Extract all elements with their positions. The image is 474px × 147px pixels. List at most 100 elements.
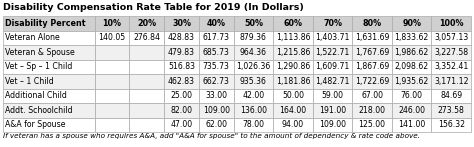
Text: 125.00: 125.00 (359, 120, 385, 129)
Bar (199, 117, 234, 132)
Bar (273, 30, 313, 45)
Bar (352, 74, 392, 88)
Bar (3, 16, 95, 30)
Bar (95, 30, 129, 45)
Text: 218.00: 218.00 (359, 106, 385, 115)
Bar (313, 88, 352, 103)
Text: Disability Percent: Disability Percent (5, 19, 85, 28)
Text: 1,767.69: 1,767.69 (355, 48, 389, 57)
Text: 141.00: 141.00 (398, 120, 425, 129)
Text: 273.58: 273.58 (438, 106, 465, 115)
Text: 40%: 40% (207, 19, 226, 28)
Bar (392, 117, 431, 132)
Text: 685.73: 685.73 (203, 48, 230, 57)
Text: 1,631.69: 1,631.69 (355, 33, 389, 42)
Bar (95, 103, 129, 117)
Text: 78.00: 78.00 (242, 120, 264, 129)
Bar (313, 74, 352, 88)
Bar (352, 45, 392, 60)
Bar (234, 30, 273, 45)
Bar (164, 117, 199, 132)
Text: 59.00: 59.00 (321, 91, 344, 100)
Text: Vet – 1 Child: Vet – 1 Child (5, 77, 54, 86)
Bar (273, 117, 313, 132)
Bar (164, 74, 199, 88)
Text: 1,403.71: 1,403.71 (315, 33, 350, 42)
Text: Additional Child: Additional Child (5, 91, 67, 100)
Bar (392, 88, 431, 103)
Bar (129, 30, 164, 45)
Bar (164, 16, 199, 30)
Text: 90%: 90% (402, 19, 421, 28)
Text: Disability Compensation Rate Table for 2019 (In Dollars): Disability Compensation Rate Table for 2… (3, 3, 304, 12)
Text: 60%: 60% (283, 19, 302, 28)
Bar (234, 16, 273, 30)
Bar (392, 45, 431, 60)
Bar (164, 60, 199, 74)
Bar (3, 74, 95, 88)
Text: A&A for Spouse: A&A for Spouse (5, 120, 65, 129)
Text: 47.00: 47.00 (171, 120, 192, 129)
Text: Veteran & Spouse: Veteran & Spouse (5, 48, 75, 57)
Bar (431, 74, 471, 88)
Bar (234, 117, 273, 132)
Text: 735.73: 735.73 (203, 62, 230, 71)
Bar (234, 45, 273, 60)
Text: 70%: 70% (323, 19, 342, 28)
Bar (199, 16, 234, 30)
Bar (3, 117, 95, 132)
Text: 109.00: 109.00 (319, 120, 346, 129)
Bar (431, 103, 471, 117)
Text: 3,227.58: 3,227.58 (434, 48, 468, 57)
Text: 109.00: 109.00 (203, 106, 230, 115)
Text: 62.00: 62.00 (205, 120, 227, 129)
Bar (95, 60, 129, 74)
Bar (129, 74, 164, 88)
Bar (234, 88, 273, 103)
Text: 140.05: 140.05 (99, 33, 126, 42)
Bar (313, 103, 352, 117)
Text: 1,609.71: 1,609.71 (315, 62, 350, 71)
Bar (129, 45, 164, 60)
Text: 3,171.12: 3,171.12 (434, 77, 468, 86)
Text: 156.32: 156.32 (438, 120, 465, 129)
Text: 1,722.69: 1,722.69 (355, 77, 389, 86)
Text: 30%: 30% (172, 19, 191, 28)
Text: 935.36: 935.36 (240, 77, 267, 86)
Bar (313, 60, 352, 74)
Bar (129, 16, 164, 30)
Bar (313, 45, 352, 60)
Text: 164.00: 164.00 (279, 106, 307, 115)
Text: Veteran Alone: Veteran Alone (5, 33, 60, 42)
Text: Addt. Schoolchild: Addt. Schoolchild (5, 106, 73, 115)
Text: 1,482.71: 1,482.71 (315, 77, 350, 86)
Text: 76.00: 76.00 (401, 91, 423, 100)
Bar (313, 30, 352, 45)
Bar (129, 117, 164, 132)
Text: 479.83: 479.83 (168, 48, 195, 57)
Bar (199, 88, 234, 103)
Text: 428.83: 428.83 (168, 33, 195, 42)
Bar (199, 30, 234, 45)
Bar (129, 60, 164, 74)
Bar (164, 88, 199, 103)
Bar (273, 88, 313, 103)
Text: 1,986.62: 1,986.62 (394, 48, 429, 57)
Bar (234, 60, 273, 74)
Bar (129, 88, 164, 103)
Bar (3, 30, 95, 45)
Text: 100%: 100% (439, 19, 464, 28)
Bar (313, 117, 352, 132)
Bar (199, 45, 234, 60)
Bar (234, 74, 273, 88)
Bar (234, 103, 273, 117)
Text: 662.73: 662.73 (203, 77, 230, 86)
Bar (273, 16, 313, 30)
Text: 42.00: 42.00 (242, 91, 264, 100)
Bar (199, 60, 234, 74)
Text: 82.00: 82.00 (171, 106, 192, 115)
Bar (273, 45, 313, 60)
Bar (164, 45, 199, 60)
Text: 80%: 80% (363, 19, 382, 28)
Bar (95, 117, 129, 132)
